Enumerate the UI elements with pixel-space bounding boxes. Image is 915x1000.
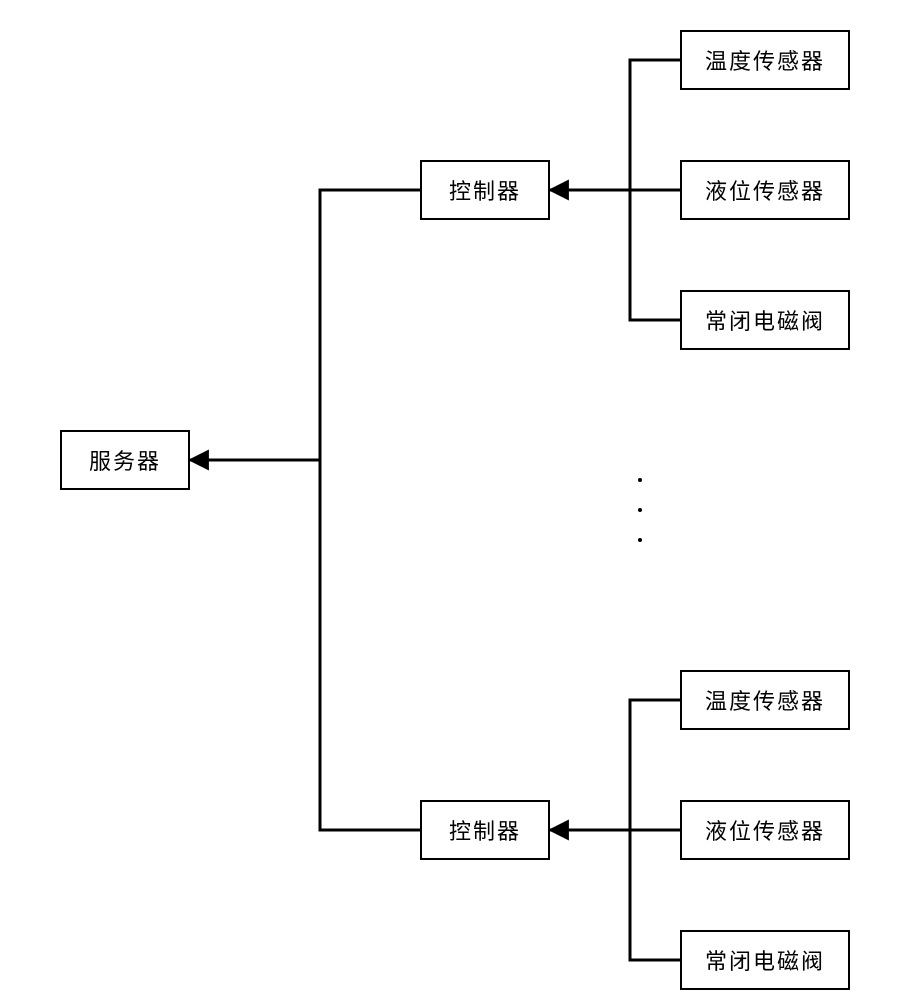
- node-level-sensor-1-label: 液位传感器: [705, 174, 825, 206]
- node-controller-1: 控制器: [420, 160, 550, 220]
- ellipsis-dot: [638, 508, 642, 512]
- node-controller-1-label: 控制器: [449, 174, 521, 206]
- node-controller-2-label: 控制器: [449, 814, 521, 846]
- ellipsis-dot: [638, 478, 642, 482]
- node-valve-2: 常闭电磁阀: [680, 930, 850, 990]
- node-level-sensor-2: 液位传感器: [680, 800, 850, 860]
- node-controller-2: 控制器: [420, 800, 550, 860]
- node-valve-1: 常闭电磁阀: [680, 290, 850, 350]
- node-server-label: 服务器: [89, 444, 161, 476]
- node-server: 服务器: [60, 430, 190, 490]
- node-temp-sensor-2-label: 温度传感器: [705, 684, 825, 716]
- node-temp-sensor-2: 温度传感器: [680, 670, 850, 730]
- node-valve-2-label: 常闭电磁阀: [705, 944, 825, 976]
- node-temp-sensor-1: 温度传感器: [680, 30, 850, 90]
- node-level-sensor-2-label: 液位传感器: [705, 814, 825, 846]
- node-valve-1-label: 常闭电磁阀: [705, 304, 825, 336]
- node-level-sensor-1: 液位传感器: [680, 160, 850, 220]
- node-temp-sensor-1-label: 温度传感器: [705, 44, 825, 76]
- ellipsis-dot: [638, 538, 642, 542]
